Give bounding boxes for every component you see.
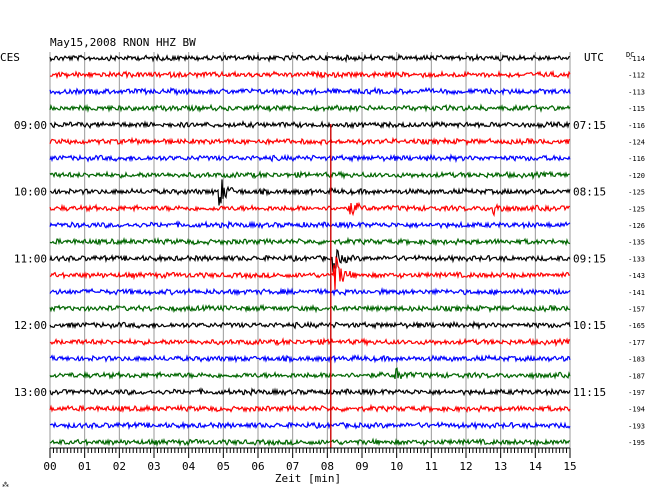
- dc-offset-label: -115: [628, 105, 645, 113]
- x-tick-label: 15: [563, 460, 576, 473]
- x-tick-label: 11: [425, 460, 438, 473]
- seismic-trace: [49, 367, 571, 381]
- seismic-trace: [49, 201, 571, 218]
- x-tick-label: 08: [321, 460, 334, 473]
- seismic-trace: [49, 103, 571, 113]
- seismic-trace: [49, 320, 571, 331]
- dc-offset-label: -177: [628, 339, 645, 347]
- x-axis: 00 01 02 03 04 05 06 07 08 09 10 11 12 13 14 15: [43, 447, 577, 473]
- left-hour-labels: 09:00 10:00 11:00 12:00 13:00: [14, 119, 47, 399]
- left-hour-label: 13:00: [14, 386, 47, 399]
- right-hour-label: 11:15: [573, 386, 606, 399]
- seismic-trace: [49, 337, 571, 348]
- seismic-trace: [49, 220, 571, 230]
- seismic-trace: [49, 236, 571, 247]
- x-tick-label: 01: [78, 460, 91, 473]
- seismic-trace: [49, 179, 571, 206]
- x-tick-label: 14: [529, 460, 543, 473]
- seismic-trace: [49, 387, 571, 397]
- dc-offset-label: -141: [628, 289, 645, 297]
- right-hour-label: 09:15: [573, 252, 606, 265]
- dc-offset-label: -165: [628, 322, 645, 330]
- dc-offset-label: -195: [628, 439, 645, 447]
- left-timezone-label: CES: [0, 51, 20, 64]
- dc-label: DC: [626, 51, 634, 59]
- seismic-trace: [49, 255, 571, 291]
- dc-offset-label: -157: [628, 306, 645, 314]
- dc-offset-label: -193: [628, 422, 645, 430]
- dc-offset-labels: -114 -112 -113 -115 -116 -124 -116 -120 -125 -125…: [628, 55, 645, 447]
- seismic-trace: [49, 86, 571, 97]
- seismic-trace: [49, 170, 570, 181]
- right-timezone-label: UTC: [584, 51, 604, 64]
- dc-offset-label: -133: [628, 255, 645, 263]
- seismic-trace: [49, 248, 571, 273]
- chart-title: May15,2008 RNON HHZ BW: [50, 36, 196, 49]
- dc-offset-label: -120: [628, 172, 645, 180]
- x-axis-label: Zeit [min]: [275, 472, 341, 485]
- x-tick-label: 10: [390, 460, 403, 473]
- x-tick-label: 02: [113, 460, 126, 473]
- seismic-trace: [49, 287, 571, 297]
- right-hour-label: 08:15: [573, 186, 606, 199]
- dc-offset-label: -114: [628, 55, 645, 63]
- x-tick-label: 07: [286, 460, 299, 473]
- dc-offset-label: -197: [628, 389, 645, 397]
- left-hour-label: 10:00: [14, 186, 47, 199]
- dc-offset-label: -194: [628, 406, 645, 414]
- left-hour-label: 12:00: [14, 319, 47, 332]
- dc-offset-label: -143: [628, 272, 645, 280]
- seismic-trace: [49, 136, 571, 147]
- right-hour-label: 07:15: [573, 119, 606, 132]
- dc-offset-label: -113: [628, 88, 645, 96]
- dc-offset-label: -125: [628, 189, 645, 197]
- seismic-trace: [49, 403, 571, 414]
- left-hour-label: 11:00: [14, 252, 47, 265]
- dc-offset-label: -126: [628, 222, 645, 230]
- right-hour-labels: 07:15 08:15 09:15 10:15 11:15: [573, 119, 606, 399]
- dc-offset-label: -183: [628, 356, 645, 364]
- corner-mark: ⁂: [2, 481, 9, 489]
- seismic-trace: [49, 120, 571, 130]
- x-tick-label: 05: [217, 460, 230, 473]
- dc-offset-label: -124: [628, 139, 645, 147]
- seismic-trace: [49, 420, 571, 431]
- seismic-trace: [49, 153, 571, 164]
- x-tick-label: 13: [494, 460, 507, 473]
- x-tick-label: 04: [182, 460, 196, 473]
- dc-offset-label: -125: [628, 205, 645, 213]
- seismic-trace: [49, 437, 571, 448]
- dc-offset-label: -135: [628, 239, 645, 247]
- seismic-trace: [49, 69, 571, 80]
- x-tick-label: 03: [147, 460, 160, 473]
- seismic-trace: [49, 353, 571, 364]
- right-hour-label: 10:15: [573, 319, 606, 332]
- traces: [49, 53, 571, 448]
- x-tick-label: 12: [459, 460, 472, 473]
- dc-offset-label: -116: [628, 122, 645, 130]
- seismic-trace: [49, 53, 571, 64]
- x-tick-label: 06: [251, 460, 264, 473]
- vertical-grid: [49, 52, 571, 448]
- dc-offset-label: -112: [628, 72, 645, 80]
- x-tick-label: 00: [43, 460, 56, 473]
- seismic-trace: [49, 303, 571, 314]
- x-tick-label: 09: [355, 460, 368, 473]
- dc-offset-label: -116: [628, 155, 645, 163]
- left-hour-label: 09:00: [14, 119, 47, 132]
- dc-offset-label: -187: [628, 372, 645, 380]
